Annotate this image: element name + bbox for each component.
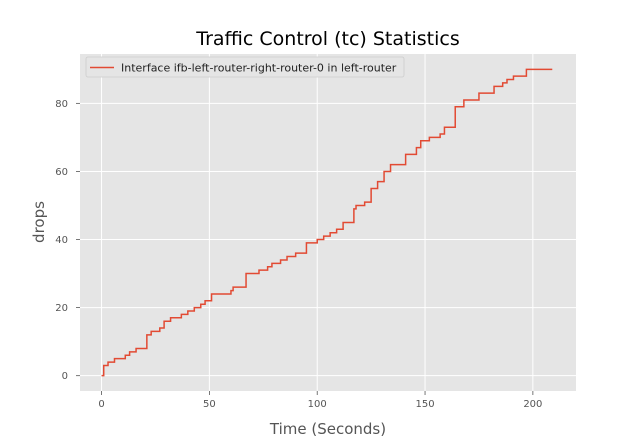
legend: Interface ifb-left-router-right-router-0… — [85, 56, 405, 78]
y-axis-label: drops — [30, 201, 48, 243]
x-tick-label: 50 — [203, 399, 216, 410]
y-tick-label: 80 — [55, 99, 68, 110]
legend-label: Interface ifb-left-router-right-router-0… — [121, 62, 397, 75]
y-tick-label: 60 — [55, 167, 68, 178]
grid — [80, 54, 576, 391]
x-tick-label: 200 — [523, 399, 542, 410]
y-tick-label: 40 — [55, 235, 68, 246]
x-axis-label: Time (Seconds) — [269, 420, 386, 438]
y-tick-label: 20 — [55, 303, 68, 314]
series-layer — [101, 68, 553, 377]
series-line — [101, 68, 553, 377]
y-tick-label: 0 — [62, 371, 68, 382]
x-tick-label: 100 — [308, 399, 327, 410]
chart-title: Traffic Control (tc) Statistics — [195, 28, 459, 50]
tick-labels: 0 50 100 150 200 0 20 40 60 80 — [55, 99, 542, 410]
x-tick-label: 150 — [415, 399, 434, 410]
plot-area — [80, 54, 576, 391]
x-tick-label: 0 — [98, 399, 104, 410]
legend-box — [85, 56, 405, 78]
